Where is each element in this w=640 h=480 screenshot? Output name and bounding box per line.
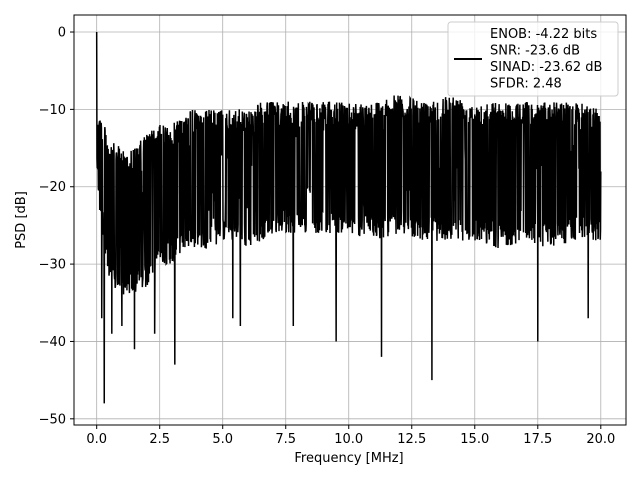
y-tick-label: −50 [39,412,66,427]
x-tick-label: 10.0 [334,432,363,447]
x-tick-label: 7.5 [275,432,296,447]
y-axis-ticks: 0 −10 −20 −30 −40 −50 [39,26,74,427]
y-tick-label: −10 [39,103,66,118]
x-tick-label: 17.5 [523,432,552,447]
legend-entry-line: SFDR: 2.48 [490,77,562,92]
y-tick-label: −30 [39,258,66,273]
series-group [95,32,602,404]
x-tick-label: 15.0 [460,432,489,447]
legend-entry-line: ENOB: -4.22 bits [490,27,597,42]
y-tick-label: −20 [39,180,66,195]
x-tick-label: 20.0 [586,432,615,447]
x-axis-ticks: 0.0 2.5 5.0 7.5 10.0 12.5 15.0 17.5 20.0 [86,425,615,447]
legend-entry-line: SINAD: -23.62 dB [490,60,602,75]
y-tick-label: −40 [39,335,66,350]
legend-entry-line: SNR: -23.6 dB [490,44,580,59]
x-tick-label: 0.0 [86,432,107,447]
y-axis-label: PSD [dB] [14,191,29,249]
psd-line [95,32,602,404]
x-tick-label: 2.5 [149,432,170,447]
x-tick-label: 12.5 [397,432,426,447]
axes-frame [73,14,627,426]
y-tick-label: 0 [58,26,66,41]
x-axis-label: Frequency [MHz] [294,451,403,466]
x-tick-label: 5.0 [212,432,233,447]
legend-box [447,21,619,97]
